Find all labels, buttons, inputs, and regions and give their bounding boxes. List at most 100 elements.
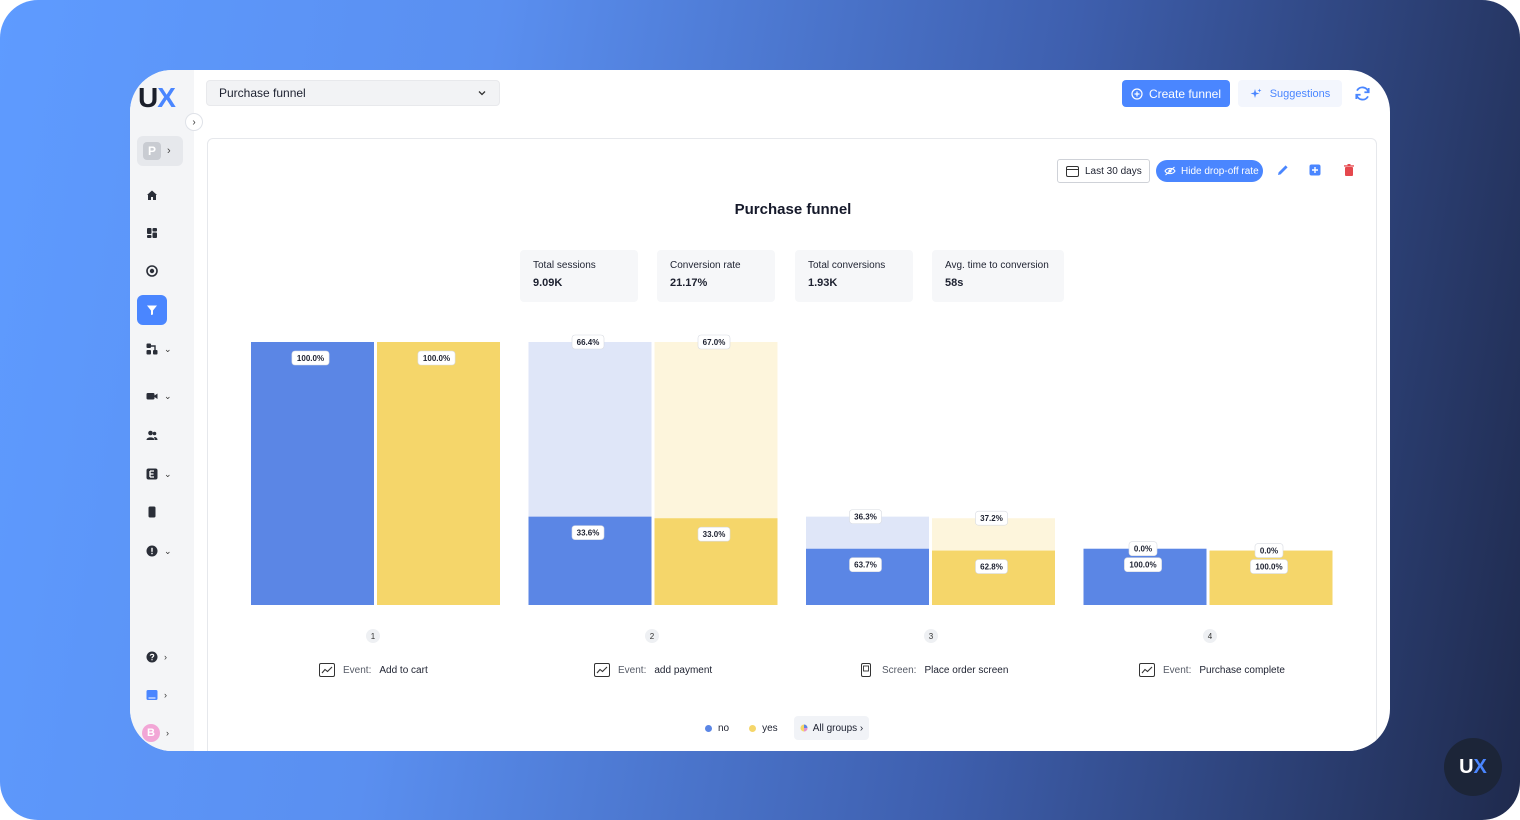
- stat-value: 1.93K: [808, 277, 838, 289]
- sidebar-item-recordings[interactable]: ⌄: [137, 381, 183, 411]
- sidebar-collapse-button[interactable]: ›: [185, 113, 203, 131]
- legend-item-yes[interactable]: yes: [749, 723, 778, 734]
- sidebar-item-journeys[interactable]: ⌄: [137, 334, 183, 364]
- stat-label: Conversion rate: [670, 260, 741, 271]
- sidebar-item-home[interactable]: [137, 180, 183, 210]
- sidebar-item-devices[interactable]: [137, 497, 183, 527]
- user-menu[interactable]: B ›: [137, 718, 183, 748]
- chevron-down-icon: ⌄: [164, 343, 172, 354]
- screen-icon: [861, 663, 871, 677]
- project-switcher[interactable]: P ›: [137, 136, 183, 166]
- chart-legend: no yes All groups ›: [705, 716, 870, 740]
- sidebar-item-help[interactable]: ›: [137, 642, 183, 672]
- funnel-icon: [146, 304, 158, 316]
- step-number: 4: [1203, 629, 1217, 643]
- stat-total-sessions: Total sessions 9.09K: [520, 250, 638, 302]
- legend-dot: [705, 724, 712, 732]
- create-funnel-label: Create funnel: [1148, 86, 1222, 101]
- conversion-label: 62.8%: [980, 563, 1003, 572]
- legend-label: yes: [762, 722, 778, 734]
- conversion-bar[interactable]: [932, 550, 1055, 605]
- sidebar-item-events[interactable]: ⌄: [137, 459, 183, 489]
- hide-dropoff-button[interactable]: Hide drop-off rate: [1156, 160, 1263, 182]
- step-name: Place order screen: [924, 664, 1009, 676]
- users-icon: [146, 429, 158, 441]
- sidebar-item-chat[interactable]: ›: [137, 680, 183, 710]
- device-icon: [146, 506, 158, 518]
- step-label-2[interactable]: Event: add payment: [594, 661, 712, 679]
- suggestions-label: Suggestions: [1269, 87, 1331, 100]
- conversion-label: 100.0%: [1129, 561, 1156, 570]
- dropoff-label: 67.0%: [703, 338, 726, 347]
- conversion-label: 63.7%: [854, 561, 877, 570]
- sidebar-item-alerts[interactable]: ⌄: [137, 536, 183, 566]
- stat-value: 21.17%: [670, 277, 708, 289]
- legend-dot: [749, 724, 757, 732]
- step-label-4[interactable]: Event: Purchase complete: [1139, 661, 1285, 679]
- step-kind: Event:: [1163, 664, 1192, 676]
- date-range-button[interactable]: Last 30 days: [1057, 159, 1150, 183]
- chevron-right-icon: ›: [164, 652, 167, 662]
- trend-icon: [319, 663, 335, 677]
- conversion-bar[interactable]: [1209, 550, 1333, 605]
- dropoff-label: 66.4%: [577, 338, 600, 347]
- dropoff-bar[interactable]: [654, 342, 778, 519]
- help-icon: [146, 651, 158, 663]
- step-label-3[interactable]: Screen: Place order screen: [858, 661, 1008, 679]
- funnel-chart: 100.0% 33.6% 66.4% 63.7% 36.3% 100.0% 0.0% 100.…: [251, 334, 1333, 605]
- step-kind: Event:: [618, 664, 647, 676]
- events-icon: [146, 468, 158, 480]
- conversion-bar[interactable]: [251, 342, 374, 605]
- dropoff-label-bg: [571, 334, 605, 350]
- app-logo[interactable]: UX: [138, 82, 176, 113]
- sidebar-item-heatmaps[interactable]: [137, 256, 183, 286]
- sidebar-item-users[interactable]: [137, 420, 183, 450]
- add-to-dashboard-icon[interactable]: [1308, 163, 1322, 177]
- alert-icon: [146, 545, 158, 557]
- sidebar-item-dashboards[interactable]: [137, 218, 183, 248]
- chevron-right-icon: ›: [167, 145, 171, 157]
- conversion-label-bg: [849, 557, 882, 573]
- home-icon: [146, 189, 158, 201]
- sidebar: UX P › ⌄ ⌄ ⌄: [130, 70, 194, 751]
- conversion-bar[interactable]: [806, 548, 929, 605]
- create-funnel-button[interactable]: Create funnel: [1122, 80, 1230, 107]
- chat-icon: [146, 689, 158, 701]
- sparkle-icon: [1250, 88, 1262, 98]
- funnel-card: Last 30 days Hide drop-off rate Purchase…: [207, 138, 1377, 751]
- dropoff-label-bg: [975, 510, 1008, 526]
- journey-icon: [146, 343, 158, 355]
- chart-title: Purchase funnel: [734, 201, 852, 218]
- suggestions-button[interactable]: Suggestions: [1238, 80, 1342, 107]
- step-label-1[interactable]: Event: Add to cart: [319, 661, 428, 679]
- eye-off-icon: [1164, 166, 1176, 176]
- legend-item-no[interactable]: no: [705, 723, 729, 734]
- dropoff-label-bg: [849, 509, 882, 524]
- dropoff-label: 0.0%: [1260, 547, 1278, 556]
- delete-icon[interactable]: [1342, 163, 1356, 177]
- conversion-bar[interactable]: [377, 342, 500, 605]
- video-icon: [146, 390, 158, 402]
- step-name: add payment: [654, 664, 713, 676]
- chevron-right-icon: ›: [164, 690, 167, 700]
- project-avatar: P: [143, 142, 161, 160]
- conversion-bar[interactable]: [1083, 548, 1207, 605]
- dropoff-bar[interactable]: [528, 342, 652, 517]
- chevron-down-icon: ⌄: [164, 468, 172, 479]
- dropoff-label-bg: [1128, 541, 1158, 557]
- stat-value: 9.09K: [533, 277, 563, 289]
- all-groups-button[interactable]: All groups ›: [793, 716, 870, 740]
- funnel-select[interactable]: Purchase funnel: [206, 80, 500, 106]
- step-number: 2: [645, 629, 659, 643]
- conversion-label-bg: [697, 526, 731, 542]
- user-avatar: B: [142, 724, 160, 742]
- stat-label: Avg. time to conversion: [945, 260, 1049, 271]
- conversion-label-bg: [1124, 557, 1162, 573]
- edit-icon[interactable]: [1276, 163, 1290, 177]
- sidebar-item-funnels[interactable]: [137, 295, 167, 325]
- refresh-icon[interactable]: [1354, 85, 1371, 102]
- conversion-label-bg: [291, 350, 330, 366]
- hide-dropoff-label: Hide drop-off rate: [1181, 165, 1259, 177]
- step-number: 3: [924, 629, 938, 643]
